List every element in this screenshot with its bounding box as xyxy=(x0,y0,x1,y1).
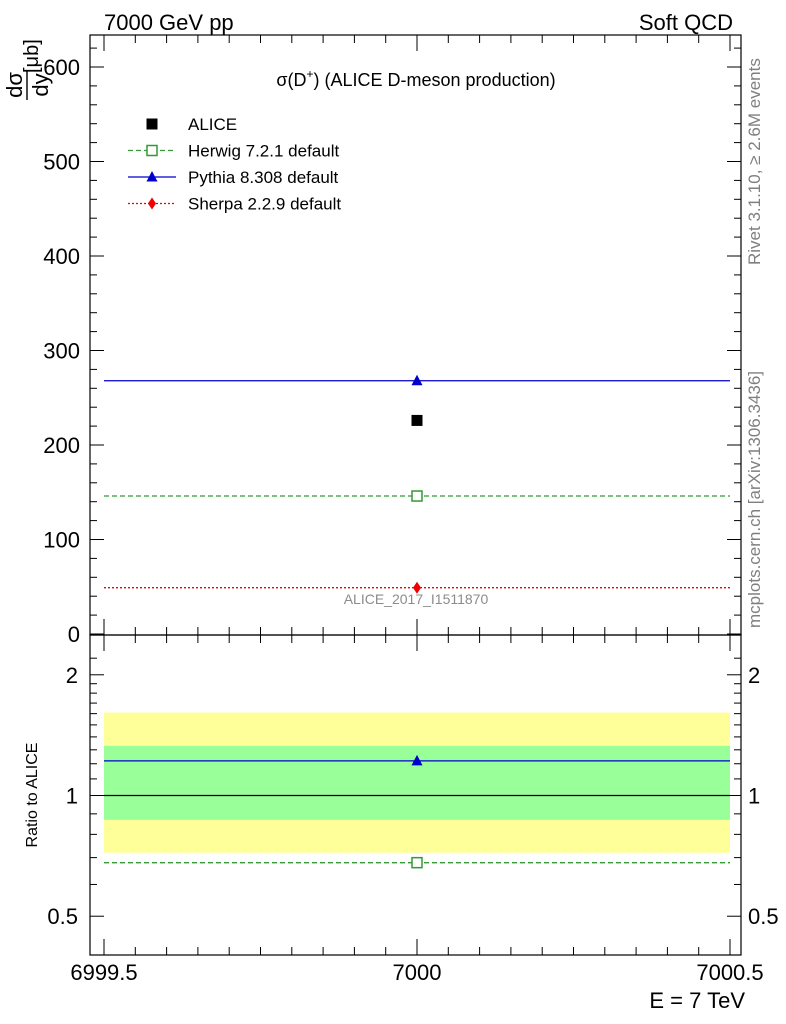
ratio-ytick-label-right: 1 xyxy=(748,784,760,809)
ratio-ytick-label-right: 0.5 xyxy=(748,904,779,929)
ratio-xtick-label: 6999.5 xyxy=(70,960,137,985)
main-title-rest: ) (ALICE D-meson production) xyxy=(314,70,556,90)
ratio-y-axis: 0.5 0.5 1 1 2 2 xyxy=(47,657,779,929)
legend-label-pythia: Pythia 8.308 default xyxy=(188,168,339,187)
y-label-numerator: dσ xyxy=(2,72,27,98)
main-marker-herwig xyxy=(411,490,423,502)
ratio-marker-pythia xyxy=(411,754,423,766)
mcplots-credit-label: mcplots.cern.ch [arXiv:1306.3436] xyxy=(745,371,764,628)
ratio-x-axis: 6999.5 7000 7000.5 xyxy=(70,635,764,985)
main-panel: 0 100 200 300 400 500 600 σ(D+) (ALICE D-meson… xyxy=(2,34,742,647)
main-ytick-label: 400 xyxy=(43,244,80,269)
ratio-ytick-label-left: 1 xyxy=(66,784,78,809)
main-ytick-label: 300 xyxy=(43,339,80,364)
legend-marker-herwig xyxy=(146,144,158,157)
analysis-id-label: ALICE_2017_I1511870 xyxy=(344,591,489,607)
main-y-axis: 0 100 200 300 400 500 600 xyxy=(43,47,741,647)
ratio-ytick-label-right: 2 xyxy=(748,663,760,688)
main-ytick-label: 200 xyxy=(43,433,80,458)
header-beam-label: 7000 GeV pp xyxy=(104,10,234,35)
y-label-unit: [μb] xyxy=(21,39,43,73)
main-x-ticks xyxy=(103,35,731,635)
main-ytick-label: 600 xyxy=(43,55,80,80)
y-label-denominator: dy xyxy=(28,73,53,96)
main-marker-alice xyxy=(411,414,423,426)
ratio-ytick-label-left: 2 xyxy=(66,663,78,688)
rivet-version-label: Rivet 3.1.10, ≥ 2.6M events xyxy=(745,58,764,265)
main-ytick-label: 500 xyxy=(43,150,80,175)
header-category-label: Soft QCD xyxy=(639,10,733,35)
ratio-ytick-label-left: 0.5 xyxy=(47,904,78,929)
main-title: σ(D+) (ALICE D-meson production) xyxy=(276,67,555,90)
x-axis-label: E = 7 TeV xyxy=(649,988,745,1013)
main-title-symbol: σ(D xyxy=(276,70,306,90)
ratio-panel: 0.5 0.5 1 1 2 2 6999.5 7000 7000.5 Ratio to ALI… xyxy=(24,634,779,1013)
main-series-layer xyxy=(104,374,730,594)
ratio-y-axis-label: Ratio to ALICE xyxy=(24,743,41,848)
main-title-superscript: + xyxy=(307,67,314,81)
main-marker-sherpa xyxy=(413,581,421,594)
ratio-xtick-label: 7000 xyxy=(393,960,442,985)
legend: ALICE Herwig 7.2.1 default Pythia 8.308 de… xyxy=(128,115,341,214)
main-marker-pythia xyxy=(411,374,423,386)
legend-marker-pythia xyxy=(146,171,158,182)
main-y-axis-label: dσ dy [μb] xyxy=(2,39,53,100)
ratio-uncertainty-bands xyxy=(104,712,730,853)
legend-label-sherpa: Sherpa 2.2.9 default xyxy=(188,195,341,214)
main-ytick-label: 0 xyxy=(68,622,80,647)
legend-marker-alice xyxy=(146,118,158,130)
legend-label-herwig: Herwig 7.2.1 default xyxy=(188,142,339,161)
legend-label-alice: ALICE xyxy=(188,115,237,134)
ratio-marker-herwig xyxy=(411,856,423,869)
ratio-xtick-label: 7000.5 xyxy=(696,960,763,985)
legend-marker-sherpa xyxy=(148,197,156,210)
ratio-series-layer xyxy=(104,754,730,869)
main-ytick-label: 100 xyxy=(43,528,80,553)
